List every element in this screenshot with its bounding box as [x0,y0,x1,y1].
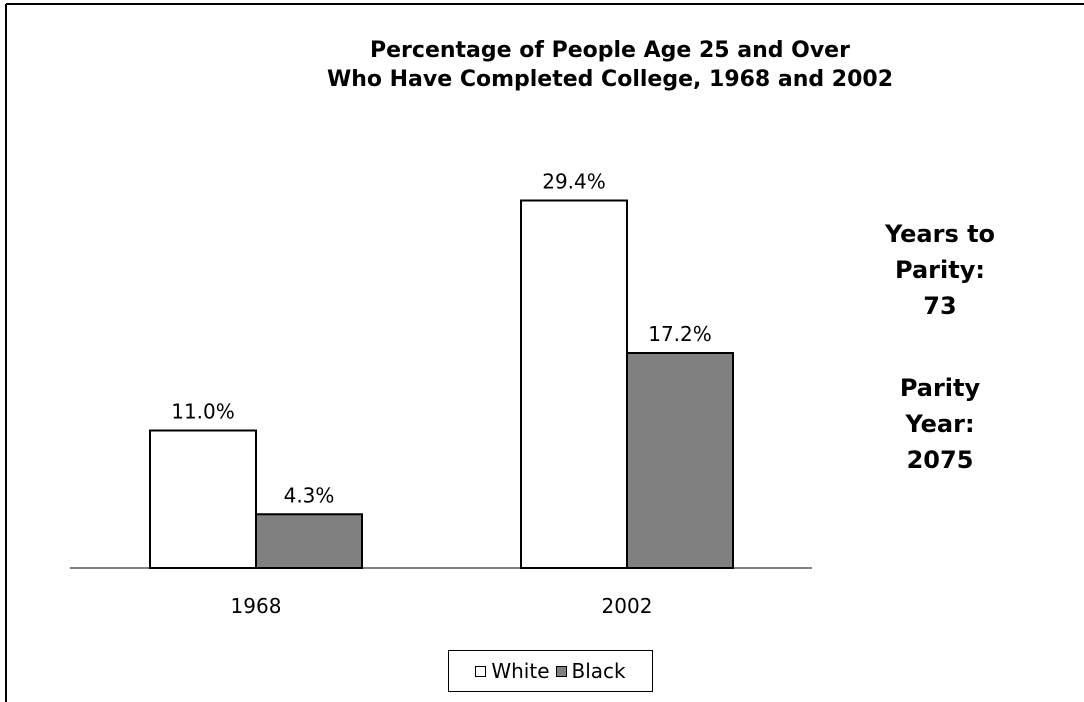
legend-item-white: White [475,659,550,683]
chart-title-line-2: Who Have Completed College, 1968 and 200… [326,67,894,92]
ticks-layer: 1968 2002 [231,594,653,618]
parity-year-line-2: Year: [905,410,975,438]
bar-black-1968 [255,513,363,569]
x-tick-label-1968: 1968 [231,594,282,618]
parity-year-note: Parity Year: 2075 [860,370,1020,478]
legend-swatch-white [475,665,487,677]
legend-label-white: White [491,659,550,683]
bar-white-2002 [520,199,628,569]
data-label-white-1968: 11.0% [171,400,235,424]
bar-black-2002 [626,352,734,569]
x-tick-label-2002: 2002 [602,594,653,618]
bar-white-1968 [149,429,257,569]
years-to-parity-note: Years to Parity: 73 [860,216,1020,324]
labels-layer: 11.0% 4.3% 29.4% 17.2% [171,170,712,508]
data-label-black-2002: 17.2% [648,322,712,346]
years-to-parity-value: 73 [923,292,957,320]
legend-label-black: Black [571,659,626,683]
parity-year-line-1: Parity [899,374,981,402]
legend-swatch-black [555,665,567,677]
data-label-black-1968: 4.3% [284,483,335,507]
legend-item-black: Black [555,659,626,683]
data-label-white-2002: 29.4% [542,170,606,194]
parity-year-value: 2075 [906,446,974,474]
chart-title-line-1: Percentage of People Age 25 and Over [370,38,850,63]
bars-layer [149,199,734,569]
chart-title: Percentage of People Age 25 and Over Who… [160,36,1060,94]
years-to-parity-line-1: Years to [884,220,996,248]
chart-legend: White Black [448,650,653,692]
years-to-parity-line-2: Parity: [895,256,985,284]
